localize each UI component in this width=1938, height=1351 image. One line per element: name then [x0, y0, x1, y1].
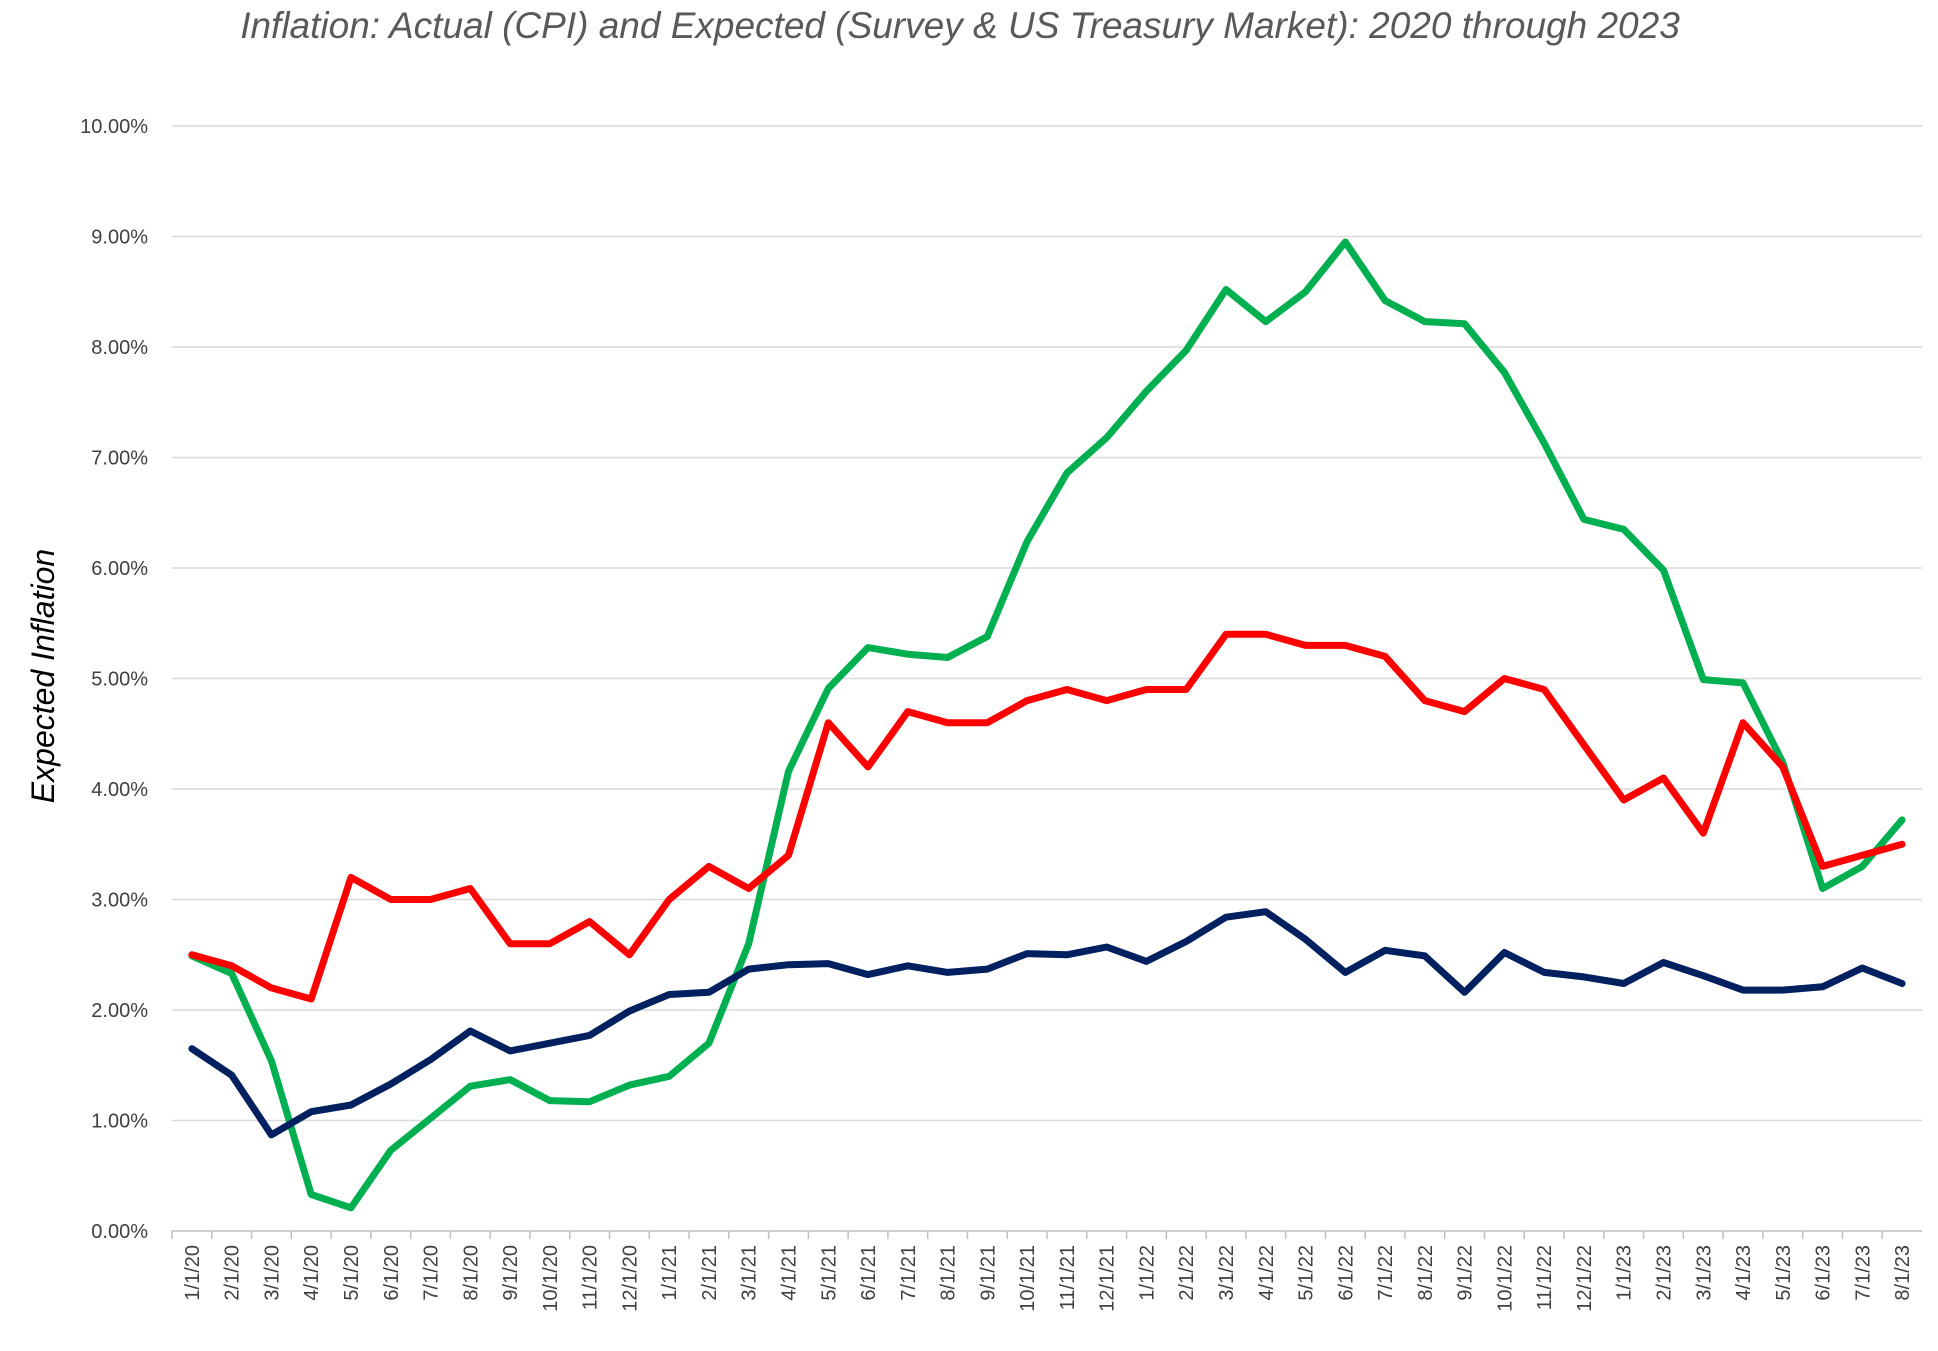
y-tick-label: 4.00%: [91, 779, 148, 801]
x-tick-label: 5/1/23: [1773, 1245, 1795, 1301]
x-tick-label: 10/1/21: [1017, 1245, 1039, 1312]
x-tick-label: 12/1/22: [1574, 1245, 1596, 1312]
gridlines: [171, 125, 1922, 1239]
y-tick-label: 8.00%: [91, 337, 148, 359]
x-axis-tick-labels: 1/1/20 2/1/20 3/1/20 4/1/20 5/1/20 6/1/20 7/1/…: [182, 1245, 1914, 1312]
y-tick-label: 5.00%: [91, 669, 148, 691]
series-lines: [188, 238, 1906, 1212]
x-tick-label: 9/1/20: [500, 1245, 522, 1301]
x-tick-label: 6/1/23: [1813, 1245, 1835, 1301]
x-tick-label: 6/1/22: [1335, 1245, 1357, 1301]
x-tick-label: 3/1/20: [261, 1245, 283, 1301]
x-tick-label: 6/1/21: [858, 1245, 880, 1301]
x-tick-label: 1/1/23: [1614, 1245, 1636, 1301]
series-line-1: [188, 238, 1906, 1212]
x-tick-label: 2/1/23: [1653, 1245, 1675, 1301]
x-tick-label: 4/1/21: [778, 1245, 800, 1301]
x-tick-label: 3/1/22: [1216, 1245, 1238, 1301]
x-tick-label: 10/1/22: [1494, 1245, 1516, 1312]
x-tick-label: 1/1/20: [182, 1245, 204, 1301]
x-tick-label: 5/1/22: [1296, 1245, 1318, 1301]
x-tick-label: 2/1/20: [222, 1245, 244, 1301]
y-tick-label: 10.00%: [80, 116, 148, 138]
x-tick-label: 9/1/21: [977, 1245, 999, 1301]
y-tick-label: 2.00%: [91, 1000, 148, 1022]
x-tick-label: 12/1/21: [1097, 1245, 1119, 1312]
x-tick-label: 8/1/21: [938, 1245, 960, 1301]
x-tick-label: 5/1/20: [341, 1245, 363, 1301]
x-tick-label: 10/1/20: [540, 1245, 562, 1312]
x-tick-label: 12/1/20: [619, 1245, 641, 1312]
y-tick-label: 3.00%: [91, 890, 148, 912]
x-tick-label: 11/1/22: [1534, 1245, 1556, 1310]
x-tick-label: 1/1/22: [1136, 1245, 1158, 1301]
x-tick-label: 7/1/21: [898, 1245, 920, 1301]
chart-title: Inflation: Actual (CPI) and Expected (Su…: [240, 5, 1680, 46]
x-tick-label: 4/1/20: [301, 1245, 323, 1301]
x-tick-label: 3/1/23: [1693, 1245, 1715, 1301]
y-tick-label: 0.00%: [91, 1221, 148, 1243]
x-tick-label: 2/1/21: [699, 1245, 721, 1301]
x-tick-label: 6/1/20: [381, 1245, 403, 1301]
x-tick-label: 9/1/22: [1455, 1245, 1477, 1301]
x-tick-label: 7/1/20: [421, 1245, 443, 1301]
x-tick-label: 3/1/21: [739, 1245, 761, 1301]
x-tick-label: 4/1/23: [1733, 1245, 1755, 1301]
x-tick-label: 11/1/20: [580, 1245, 602, 1310]
x-tick-label: 8/1/23: [1892, 1245, 1914, 1301]
x-tick-label: 4/1/22: [1256, 1245, 1278, 1301]
y-tick-label: 6.00%: [91, 558, 148, 580]
series-line-2: [188, 630, 1906, 1003]
x-tick-label: 8/1/22: [1415, 1245, 1437, 1301]
y-tick-label: 9.00%: [91, 227, 148, 249]
x-tick-label: 5/1/21: [818, 1245, 840, 1301]
x-tick-label: 7/1/22: [1375, 1245, 1397, 1301]
y-axis-tick-labels: 0.00% 1.00% 2.00% 3.00% 4.00% 5.00% 6.00% 7.00%…: [80, 116, 148, 1243]
x-tick-label: 1/1/21: [659, 1245, 681, 1301]
x-tick-label: 8/1/20: [460, 1245, 482, 1301]
y-tick-label: 7.00%: [91, 448, 148, 470]
x-tick-label: 2/1/22: [1176, 1245, 1198, 1301]
x-tick-label: 7/1/23: [1852, 1245, 1874, 1301]
x-tick-label: 11/1/21: [1057, 1245, 1079, 1310]
y-axis-title: Expected Inflation: [25, 549, 61, 803]
series-line-3: [188, 908, 1906, 1139]
y-tick-label: 1.00%: [91, 1111, 148, 1133]
